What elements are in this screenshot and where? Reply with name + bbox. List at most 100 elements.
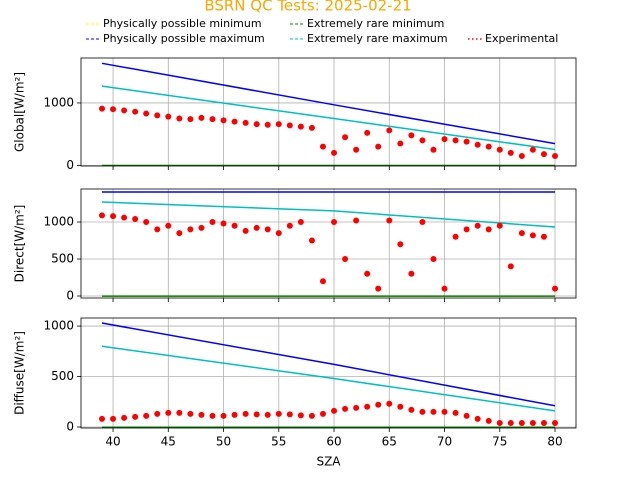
x-tick-label: 50: [216, 435, 231, 449]
data-point: [441, 285, 448, 292]
data-point: [375, 285, 382, 292]
data-point: [364, 403, 371, 410]
data-point: [485, 143, 492, 150]
data-point: [419, 137, 426, 144]
data-point: [110, 213, 117, 220]
x-tick-label: 40: [105, 435, 120, 449]
data-point: [463, 138, 470, 145]
data-point: [143, 219, 150, 226]
data-point: [474, 415, 481, 422]
x-tick-label: 60: [326, 435, 341, 449]
y-tick-label: 0: [66, 419, 74, 433]
data-point: [143, 412, 150, 419]
axes-frame: [80, 188, 577, 299]
data-point: [242, 410, 249, 417]
series-line: [101, 322, 556, 407]
data-point: [342, 256, 349, 263]
data-point: [198, 411, 205, 418]
data-point: [319, 410, 326, 417]
legend-label: Experimental: [485, 32, 558, 45]
data-point: [342, 134, 349, 141]
data-point: [121, 107, 128, 114]
data-point: [220, 412, 227, 419]
data-point: [253, 224, 260, 231]
x-tick-label: 75: [492, 435, 507, 449]
data-point: [529, 232, 536, 239]
legend-label: Extremely rare maximum: [307, 32, 448, 45]
data-point: [419, 408, 426, 415]
data-point: [430, 408, 437, 415]
data-point: [286, 222, 293, 229]
x-axis-label: SZA: [316, 455, 341, 469]
data-point: [242, 227, 249, 234]
data-point: [297, 219, 304, 226]
data-point: [529, 146, 536, 153]
data-point: [132, 413, 139, 420]
data-point: [386, 217, 393, 224]
x-tick-label: 80: [547, 435, 562, 449]
data-point: [253, 411, 260, 418]
data-point: [286, 122, 293, 129]
data-point: [452, 409, 459, 416]
data-point: [187, 226, 194, 233]
data-point: [463, 226, 470, 233]
x-tick-label: 55: [271, 435, 286, 449]
data-point: [496, 222, 503, 229]
data-point: [275, 410, 282, 417]
y-tick-label: 500: [51, 369, 74, 383]
x-tick-label: 70: [437, 435, 452, 449]
y-tick-label: 500: [51, 252, 74, 266]
data-point: [496, 419, 503, 426]
data-point: [110, 415, 117, 422]
data-point: [397, 241, 404, 248]
y-tick-label: 1000: [43, 95, 74, 109]
y-axis-label: Direct[W/m²]: [13, 205, 27, 283]
y-tick-label: 1000: [43, 215, 74, 229]
data-point: [319, 143, 326, 150]
legend-label: Physically possible minimum: [103, 17, 262, 30]
data-point: [540, 151, 547, 158]
x-tick-label: 65: [382, 435, 397, 449]
data-point: [452, 233, 459, 240]
data-point: [220, 117, 227, 124]
data-point: [154, 226, 161, 233]
data-point: [121, 414, 128, 421]
data-point: [98, 105, 105, 112]
data-point: [176, 409, 183, 416]
data-point: [353, 404, 360, 411]
data-point: [474, 222, 481, 229]
legend-label: Physically possible maximum: [103, 32, 265, 45]
data-point: [474, 141, 481, 148]
data-point: [430, 256, 437, 263]
y-tick-label: 0: [66, 158, 74, 172]
data-point: [165, 222, 172, 229]
data-point: [441, 408, 448, 415]
data-point: [121, 214, 128, 221]
data-point: [540, 233, 547, 240]
data-point: [364, 270, 371, 277]
data-point: [308, 237, 315, 244]
y-tick-label: 1000: [43, 319, 74, 333]
data-point: [286, 411, 293, 418]
data-point: [231, 222, 238, 229]
data-point: [264, 226, 271, 233]
chart-title: BSRN QC Tests: 2025-02-21: [204, 0, 411, 15]
data-point: [353, 146, 360, 153]
data-point: [507, 149, 514, 156]
series-line: [101, 345, 556, 412]
data-point: [397, 140, 404, 147]
data-point: [209, 116, 216, 123]
data-point: [264, 411, 271, 418]
data-point: [231, 118, 238, 125]
data-point: [154, 112, 161, 119]
data-point: [463, 412, 470, 419]
data-point: [275, 121, 282, 128]
data-point: [552, 153, 559, 160]
data-point: [143, 110, 150, 117]
data-point: [419, 219, 426, 226]
y-axis-label: Global[W/m²]: [13, 72, 27, 152]
data-point: [187, 410, 194, 417]
data-point: [386, 400, 393, 407]
data-point: [132, 216, 139, 223]
data-point: [441, 136, 448, 143]
